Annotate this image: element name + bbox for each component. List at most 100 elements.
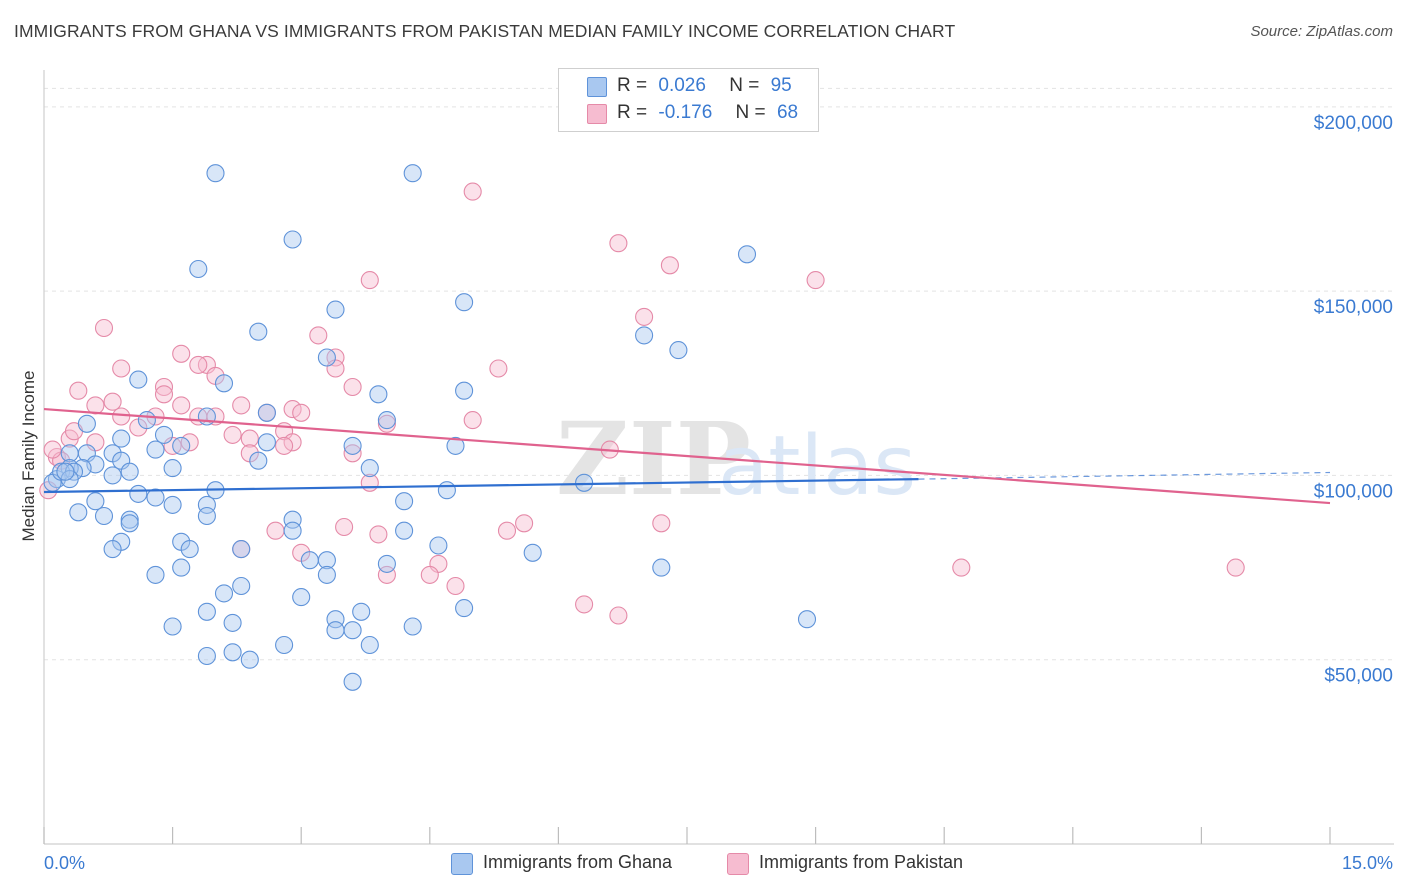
pakistan-point bbox=[952, 558, 971, 577]
ghana-point bbox=[197, 602, 216, 621]
pakistan-point bbox=[223, 425, 242, 444]
axes bbox=[43, 70, 1394, 845]
ghana-point bbox=[635, 326, 654, 345]
pakistan-point bbox=[463, 182, 482, 201]
pakistan-trend-line bbox=[43, 407, 1331, 505]
ghana-point bbox=[112, 429, 131, 448]
pakistan-point bbox=[660, 256, 679, 275]
pakistan-point bbox=[154, 385, 174, 404]
pakistan-point bbox=[172, 396, 191, 415]
ghana-trend-line bbox=[43, 478, 919, 494]
ghana-point bbox=[249, 322, 268, 341]
pakistan-legend-label: Immigrants from Pakistan bbox=[759, 852, 964, 872]
y-tick-label: $100,000 bbox=[1314, 481, 1393, 502]
x-tick-label-max: 15.0% bbox=[1342, 853, 1393, 873]
ghana-point bbox=[172, 436, 191, 455]
pakistan-point bbox=[94, 318, 114, 338]
pakistan-r-label: R = bbox=[617, 102, 648, 123]
legend-row-pakistan: R = -0.176 N = 68 bbox=[617, 102, 798, 126]
pakistan-point bbox=[112, 359, 131, 378]
ghana-point bbox=[737, 245, 757, 264]
pakistan-point bbox=[309, 326, 328, 345]
pakistan-point bbox=[575, 595, 594, 614]
ghana-point bbox=[197, 646, 216, 666]
ghana-point bbox=[120, 462, 139, 481]
ghana-point bbox=[163, 617, 182, 636]
ghana-point bbox=[377, 411, 396, 430]
ghana-point bbox=[283, 230, 302, 249]
ghana-point bbox=[232, 540, 251, 559]
y-tick-label: $50,000 bbox=[1324, 666, 1393, 687]
pakistan-r-value: -0.176 bbox=[658, 102, 713, 123]
pakistan-point bbox=[635, 307, 654, 326]
ghana-point bbox=[317, 348, 336, 367]
ghana-point bbox=[94, 506, 114, 526]
x-tick-label-min: 0.0% bbox=[44, 853, 85, 873]
ghana-point bbox=[223, 643, 242, 662]
correlation-legend: R = 0.026 N = 95 R = -0.176 N = 68 bbox=[558, 68, 819, 132]
pakistan-point bbox=[283, 400, 302, 419]
ghana-point bbox=[146, 565, 165, 584]
ghana-point bbox=[172, 558, 191, 577]
pakistan-point bbox=[292, 403, 311, 422]
source-label: Source: ZipAtlas.com bbox=[1250, 23, 1393, 40]
ghana-point bbox=[292, 588, 311, 607]
ghana-point bbox=[146, 488, 165, 507]
pakistan-point bbox=[369, 525, 388, 544]
ghana-point bbox=[377, 554, 396, 573]
ghana-point bbox=[163, 459, 182, 478]
ghana-point bbox=[137, 411, 156, 430]
y-tick-label: $200,000 bbox=[1314, 113, 1393, 134]
pakistan-point bbox=[489, 359, 508, 378]
pakistan-point bbox=[69, 381, 88, 400]
ghana-point bbox=[455, 599, 474, 618]
pakistan-point bbox=[112, 407, 131, 426]
chart-title: IMMIGRANTS FROM GHANA VS IMMIGRANTS FROM… bbox=[14, 21, 956, 41]
ghana-point bbox=[455, 293, 474, 312]
ghana-point bbox=[257, 403, 276, 422]
ghana-point bbox=[403, 617, 422, 636]
pakistan-point bbox=[1226, 558, 1245, 577]
ghana-point bbox=[163, 495, 182, 514]
ghana-point bbox=[86, 492, 105, 511]
ghana-point bbox=[343, 621, 362, 640]
ghana-point bbox=[197, 506, 216, 526]
ghana-point bbox=[446, 436, 465, 455]
ghana-legend-label: Immigrants from Ghana bbox=[483, 852, 673, 872]
ghana-point bbox=[575, 473, 594, 492]
ghana-point bbox=[223, 613, 242, 632]
ghana-point bbox=[129, 370, 148, 389]
ghana-point bbox=[189, 259, 208, 279]
ghana-point bbox=[652, 558, 671, 577]
pakistan-legend-swatch bbox=[727, 853, 749, 875]
y-tick-label: $150,000 bbox=[1314, 297, 1393, 318]
ghana-point bbox=[103, 540, 122, 559]
ghana-point bbox=[437, 481, 456, 500]
pakistan-point bbox=[806, 271, 825, 290]
ghana-point bbox=[206, 164, 225, 183]
pakistan-point bbox=[335, 517, 354, 537]
pakistan-point bbox=[43, 440, 62, 459]
pakistan-point bbox=[154, 377, 174, 397]
ghana-n-value: 95 bbox=[770, 75, 792, 96]
pakistan-point bbox=[189, 355, 208, 374]
ghana-point bbox=[523, 543, 542, 562]
ghana-point bbox=[360, 459, 379, 478]
ghana-point bbox=[232, 576, 251, 596]
legend-row-ghana: R = 0.026 N = 95 bbox=[617, 75, 792, 99]
ghana-point bbox=[343, 672, 362, 691]
ghana-point bbox=[275, 635, 294, 655]
ghana-point bbox=[129, 484, 148, 503]
pakistan-point bbox=[446, 576, 465, 596]
pakistan-point bbox=[420, 565, 439, 584]
ghana-point bbox=[240, 650, 259, 669]
ghana-point bbox=[283, 521, 302, 540]
ghana-point bbox=[69, 503, 88, 522]
ghana-point bbox=[60, 444, 79, 463]
pakistan-point bbox=[240, 429, 259, 448]
ghana-point bbox=[395, 521, 414, 540]
ghana-point bbox=[154, 425, 174, 444]
ghana-point bbox=[300, 551, 319, 570]
pakistan-point bbox=[343, 444, 362, 463]
ghana-point bbox=[343, 436, 362, 455]
